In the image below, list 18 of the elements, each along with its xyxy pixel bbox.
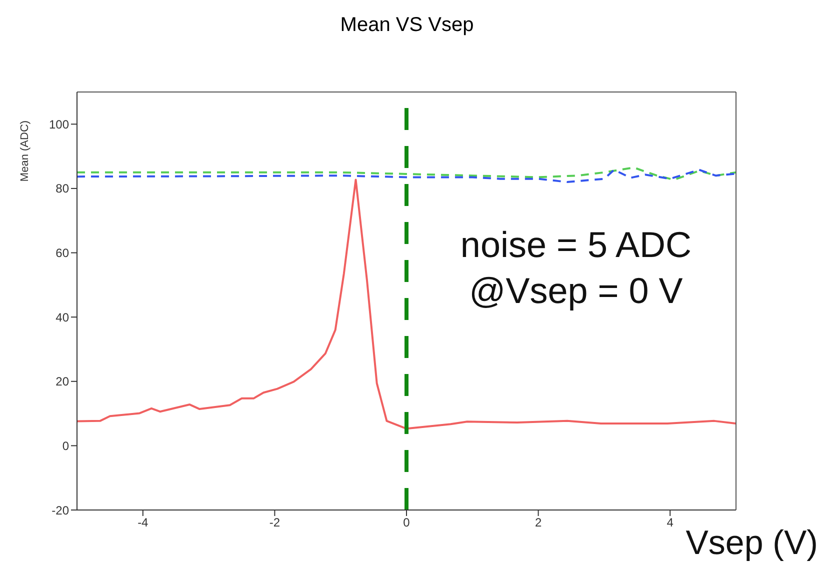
y-tick-label: 60 [56,246,70,260]
x-axis-title: Vsep (V) [686,524,818,563]
chart-title: Mean VS Vsep [339,14,475,37]
x-tick-label: -4 [138,516,149,530]
y-tick-label: 40 [56,310,70,324]
x-tick-label: 2 [534,516,542,530]
y-tick-label: 20 [56,374,70,389]
line-series [77,178,736,430]
y-tick-label: 0 [62,438,70,453]
y-axis-title: Mean (ADC) [18,120,31,182]
x-tick-label: 4 [666,516,674,530]
y-tick-label: 100 [48,117,70,132]
annotation: @Vsep = 0 V [468,269,684,313]
x-tick-label: -2 [269,516,280,530]
x-tick-label: 0 [403,516,410,530]
annotation: noise = 5 ADC [459,223,693,267]
y-tick-label: 80 [56,182,70,196]
y-tick-label: -20 [52,503,70,518]
